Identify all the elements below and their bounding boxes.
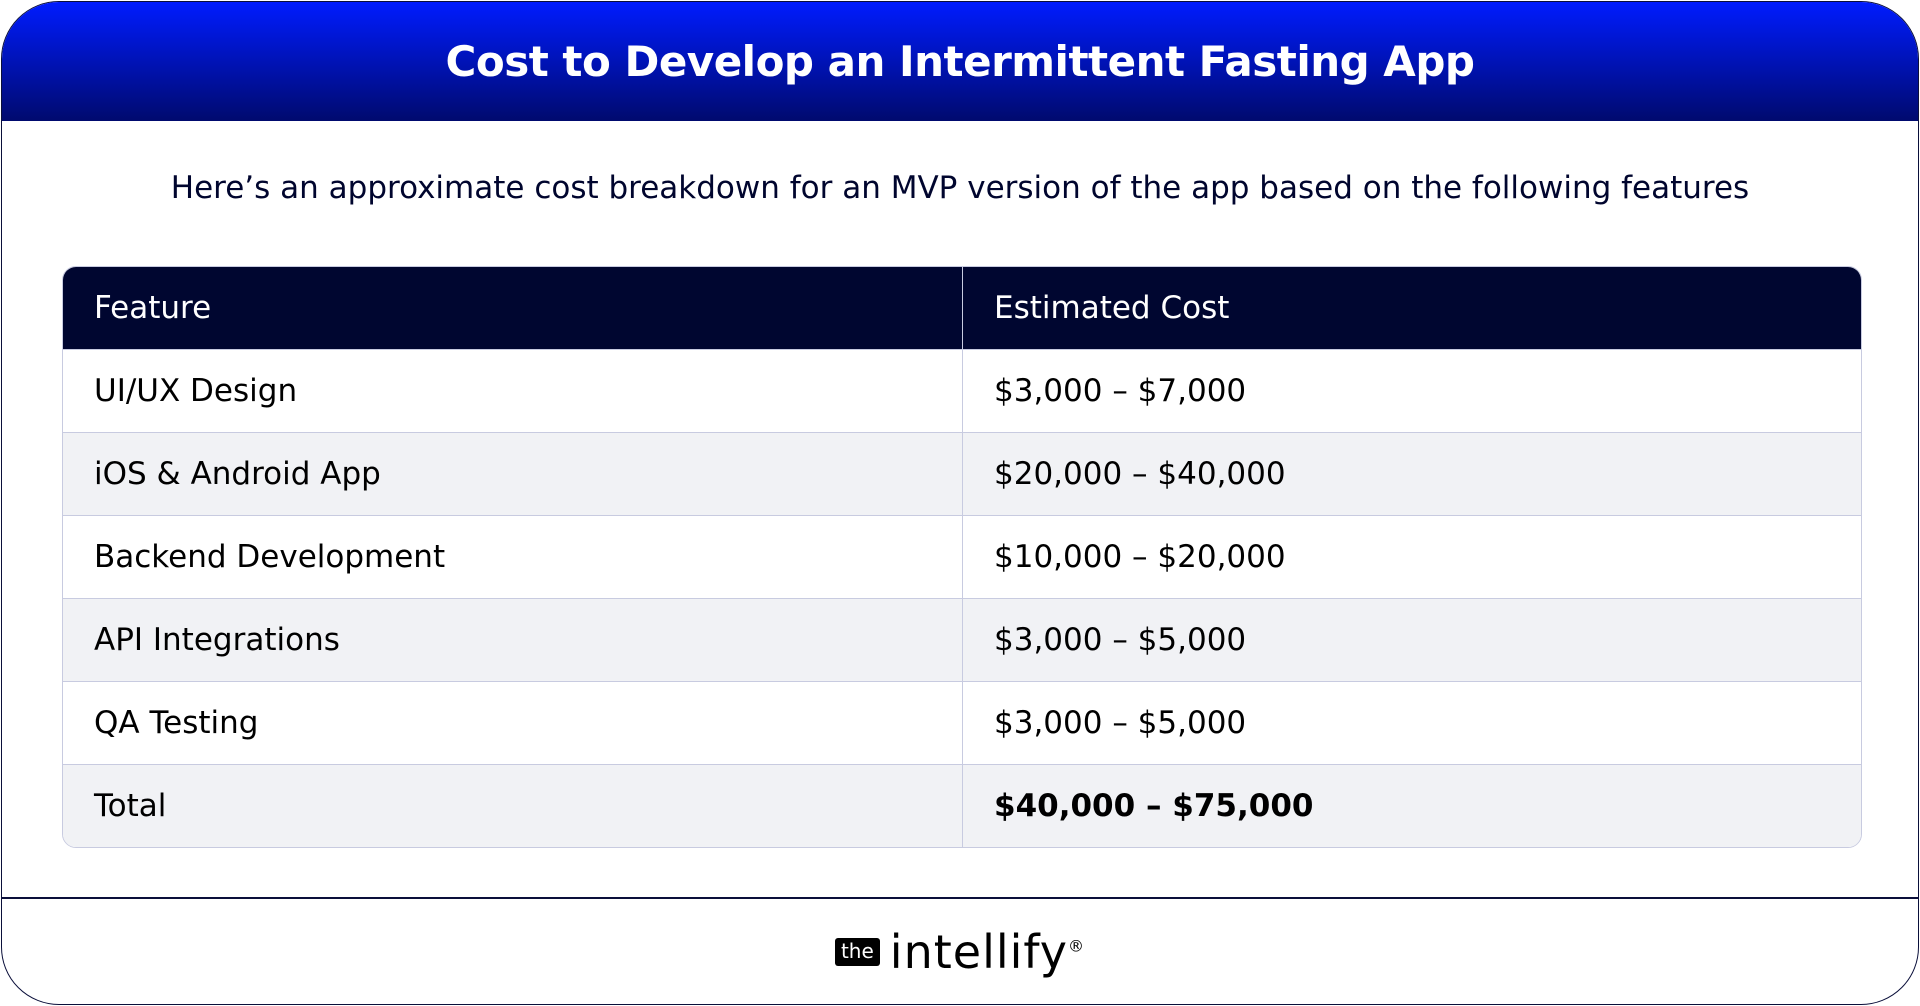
cost-table: Feature Estimated Cost UI/UX Design $3,0… xyxy=(62,266,1862,848)
title-banner: Cost to Develop an Intermittent Fasting … xyxy=(2,2,1918,121)
cost-cell: $10,000 – $20,000 xyxy=(962,516,1861,598)
logo-prefix: the xyxy=(834,937,880,966)
table-header-row: Feature Estimated Cost xyxy=(63,267,1861,349)
feature-cell: Backend Development xyxy=(94,539,446,575)
column-header-feature: Feature xyxy=(94,290,212,326)
total-cost: $40,000 – $75,000 xyxy=(962,765,1861,847)
table-row: UI/UX Design $3,000 – $7,000 xyxy=(63,349,1861,432)
total-label: Total xyxy=(94,788,167,824)
cost-cell: $3,000 – $5,000 xyxy=(962,682,1861,764)
column-header-cost: Estimated Cost xyxy=(962,267,1861,349)
cost-cell: $3,000 – $7,000 xyxy=(962,350,1861,432)
intellify-logo: the intellify® xyxy=(834,924,1086,979)
table-row: QA Testing $3,000 – $5,000 xyxy=(63,681,1861,764)
total-row: Total $40,000 – $75,000 xyxy=(63,764,1861,847)
logo-name: intellify® xyxy=(889,924,1086,979)
subtitle: Here’s an approximate cost breakdown for… xyxy=(170,170,1750,206)
page-title: Cost to Develop an Intermittent Fasting … xyxy=(445,37,1475,86)
feature-cell: API Integrations xyxy=(94,622,340,658)
feature-cell: QA Testing xyxy=(94,705,259,741)
table-row: Backend Development $10,000 – $20,000 xyxy=(63,515,1861,598)
footer: the intellify® xyxy=(2,897,1918,1004)
table-row: iOS & Android App $20,000 – $40,000 xyxy=(63,432,1861,515)
feature-cell: UI/UX Design xyxy=(94,373,298,409)
cost-cell: $3,000 – $5,000 xyxy=(962,599,1861,681)
feature-cell: iOS & Android App xyxy=(94,456,381,492)
table-row: API Integrations $3,000 – $5,000 xyxy=(63,598,1861,681)
cost-cell: $20,000 – $40,000 xyxy=(962,433,1861,515)
